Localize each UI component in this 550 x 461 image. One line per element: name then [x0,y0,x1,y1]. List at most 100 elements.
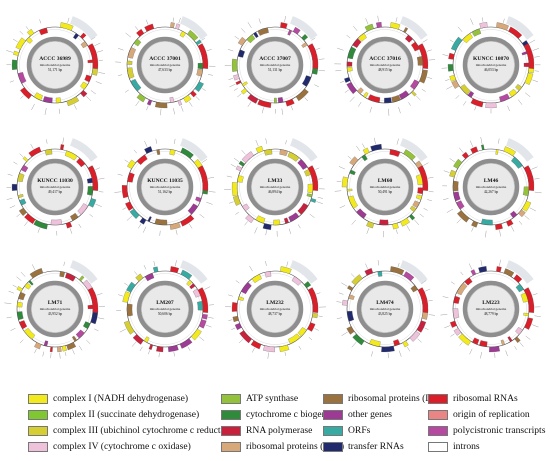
gene-label-tick [188,223,193,229]
gene-block [18,207,27,216]
gene-label-tick [377,260,379,266]
gene-label-tick [534,178,540,180]
legend-item: ribosomal RNAs [428,393,518,404]
gene-label-tick [482,17,484,22]
gene-block [522,186,530,197]
gene-label-tick [398,106,401,114]
gene-block [503,268,515,278]
gene-label-tick [288,228,291,234]
gene-label-tick [427,199,432,202]
gene-block [392,222,399,230]
gene-label-tick [397,262,400,268]
strain-label: ACCC 37016 [369,56,401,62]
gene-block [152,266,159,273]
gene-label-tick [505,350,508,357]
gene-block [237,36,247,46]
gene-label-tick [427,77,433,79]
gene-block [297,327,307,337]
strain-label: LM60 [378,178,393,184]
gene-block [126,60,133,65]
gene-block [80,90,88,98]
gene-label-tick [180,105,184,112]
gene-block [489,346,500,353]
gene-label-tick [344,89,349,93]
gene-label-tick [226,175,233,178]
gene-block [412,200,420,208]
gene-block [17,72,27,84]
gene-label-tick [450,333,455,337]
gene-block [59,271,65,278]
gene-block [451,80,460,89]
gene-label-tick [499,259,501,266]
gene-label-tick [425,288,431,292]
strain-label: KUNCC 11030 [37,178,73,184]
gene-label-tick [8,290,15,294]
gene-block [415,194,423,200]
gene-label-tick [417,338,422,343]
genome-size: 49,417 bp [48,190,63,195]
gene-label-tick [336,180,342,182]
gene-block [384,97,392,104]
gene-block [346,66,353,72]
gene-block [524,317,534,330]
gene-block [240,88,248,95]
gene-block [447,64,454,72]
gene-block [357,87,364,95]
strain-label: LM223 [482,300,500,306]
gene-block [139,217,147,225]
gene-block [179,338,193,349]
gene-label-tick [338,166,345,170]
gene-label-tick [347,155,352,159]
gene-block [64,150,78,161]
gc-content-ring [356,158,414,216]
legend-item: ATP synthase [221,393,298,404]
gene-label-tick [244,221,248,226]
gene-label-tick [91,36,96,41]
gene-block [366,221,375,229]
gene-label-tick [7,174,13,176]
gene-block [16,311,24,321]
gene-label-tick [316,47,321,50]
rrna-block [417,43,429,69]
gene-label-tick [318,58,325,60]
gene-block [403,149,416,161]
gene-block [22,156,29,162]
gc-content-ring [462,36,520,94]
genome-center-disc [31,41,79,89]
gene-block [38,27,48,36]
gene-label-tick [16,213,21,217]
gene-block [201,313,208,320]
gene-block [42,96,53,104]
gene-block [91,68,98,76]
gene-block [279,149,288,157]
gene-block [274,97,277,104]
gene-block [456,200,465,210]
legend-swatch [28,409,48,420]
gene-block [234,322,242,331]
gene-label-tick [291,105,294,111]
gene-block [457,210,470,223]
gene-label-tick [341,282,348,287]
gene-block [460,84,471,95]
gene-block [29,268,44,279]
gene-label-tick [485,230,487,238]
gene-label-tick [202,88,206,91]
gene-label-tick [230,164,236,168]
gene-block [349,156,359,166]
genome-size: 48,915 bp [378,68,393,73]
genome-subtitle: mitochondrial genome [476,307,507,311]
legend-swatch [323,441,343,452]
gene-label-tick [207,74,213,76]
rrna-block [307,43,319,69]
gene-block [23,327,36,340]
gene-block [73,33,79,40]
gene-block [33,219,48,230]
gene-block [302,75,312,87]
gene-label-tick [94,42,101,46]
gene-block [232,315,239,322]
gene-label-tick [234,35,240,40]
gene-block [156,346,164,353]
gene-label-tick [457,26,463,32]
gene-label-tick [125,89,129,93]
gene-block [398,90,410,100]
